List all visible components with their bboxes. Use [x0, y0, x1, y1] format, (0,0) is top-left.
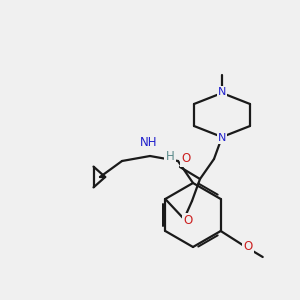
Text: NH: NH [140, 136, 158, 149]
Text: O: O [183, 214, 193, 227]
Text: N: N [218, 87, 226, 97]
Text: O: O [182, 152, 190, 166]
Text: H: H [166, 151, 174, 164]
Text: O: O [243, 239, 252, 253]
Text: N: N [218, 133, 226, 143]
